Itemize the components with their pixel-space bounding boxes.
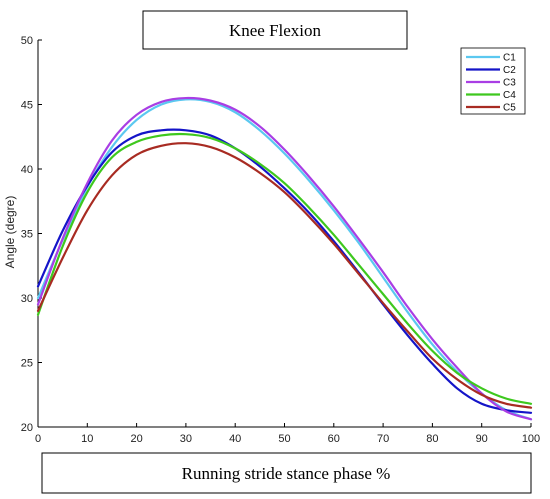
chart-title: Knee Flexion <box>229 21 322 40</box>
series-line-c2 <box>36 128 533 414</box>
x-tick-label: 40 <box>229 433 241 445</box>
y-tick-label: 25 <box>21 358 33 370</box>
x-tick-label: 80 <box>426 433 438 445</box>
series-line-c1 <box>36 98 533 421</box>
y-ticks: 20 25 30 35 40 45 50 <box>21 35 42 434</box>
x-tick-label: 90 <box>476 433 488 445</box>
x-tick-label: 100 <box>522 433 540 445</box>
x-tick-label: 0 <box>35 433 41 445</box>
x-tick-label: 60 <box>328 433 340 445</box>
x-label-box <box>41 452 532 494</box>
series-line-c4 <box>36 132 533 405</box>
x-ticks: 0 10 20 30 40 50 60 70 80 90 100 <box>35 423 540 445</box>
x-tick-label: 30 <box>180 433 192 445</box>
x-tick-label: 70 <box>377 433 389 445</box>
legend-label-c1: C1 <box>503 53 516 64</box>
legend-label-c3: C3 <box>503 78 516 89</box>
x-tick-label: 10 <box>81 433 93 445</box>
series-line-c5 <box>36 142 533 409</box>
series-lines <box>36 96 533 421</box>
legend-label-c5: C5 <box>503 103 516 114</box>
y-tick-label: 30 <box>21 293 33 305</box>
y-axis-label: Angle (degre) <box>3 196 17 269</box>
y-tick-label: 20 <box>21 422 33 434</box>
y-tick-label: 45 <box>21 100 33 112</box>
legend-label-c2: C2 <box>503 65 516 76</box>
series-line-c3 <box>36 96 533 421</box>
y-tick-label: 35 <box>21 229 33 241</box>
y-tick-label: 50 <box>21 35 33 47</box>
x-axis-label: Running stride stance phase % <box>182 464 391 483</box>
y-tick-label: 40 <box>21 164 33 176</box>
x-tick-label: 50 <box>278 433 290 445</box>
x-tick-label: 20 <box>130 433 142 445</box>
legend-label-c4: C4 <box>503 90 516 101</box>
title-box <box>142 10 408 50</box>
